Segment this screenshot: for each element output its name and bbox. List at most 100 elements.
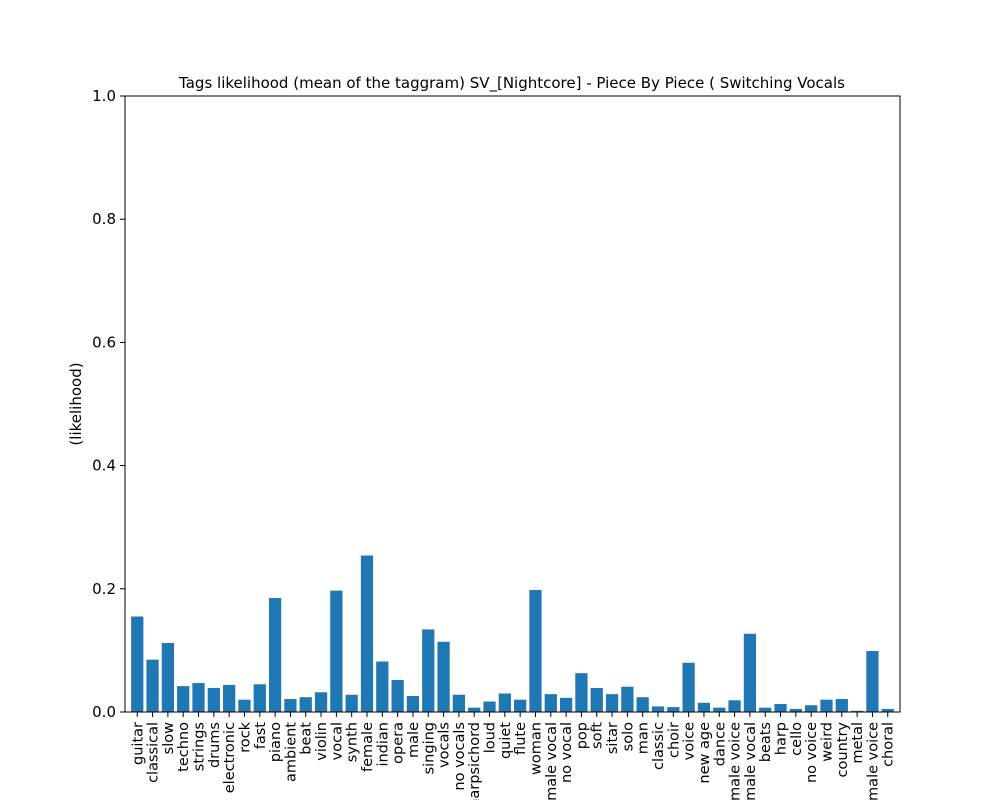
- x-tick-label: choir: [666, 722, 682, 758]
- bar: [207, 687, 220, 712]
- bar: [268, 598, 282, 712]
- y-axis: 0.0 0.2 0.4 0.6 0.8 1.0: [92, 87, 125, 721]
- y-tick-label: 0.6: [92, 333, 116, 351]
- bar: [131, 616, 144, 712]
- bar: [330, 590, 343, 712]
- bar: [850, 710, 864, 712]
- bar: [743, 633, 757, 712]
- x-tick-label: solo: [620, 722, 636, 751]
- x-tick-label: electronic: [222, 722, 238, 793]
- plot-frame: [124, 95, 901, 713]
- bar: [406, 695, 420, 712]
- bar: [452, 694, 466, 712]
- x-tick-label: flute: [513, 722, 529, 755]
- chart-title: Tags likelihood (mean of the taggram) SV…: [178, 74, 845, 93]
- x-tick-label: classical: [146, 722, 162, 783]
- bar: [483, 701, 496, 712]
- bar: [468, 707, 481, 712]
- x-tick-label: fast: [253, 722, 269, 750]
- y-tick-label: 0.0: [92, 703, 116, 721]
- bar: [253, 684, 266, 712]
- x-tick-label: metal: [850, 722, 866, 764]
- bar: [498, 693, 511, 712]
- y-tick-label: 0.8: [92, 210, 116, 228]
- bar: [835, 699, 848, 712]
- x-tick-label: male: [406, 722, 422, 758]
- x-tick-label: voice: [682, 722, 698, 760]
- x-tick-label: woman: [528, 722, 544, 775]
- bar: [314, 692, 328, 712]
- bar: [345, 694, 358, 712]
- bar: [621, 686, 634, 712]
- x-tick-label: female voice: [865, 722, 881, 800]
- bar: [682, 662, 695, 712]
- x-tick-label: loud: [483, 722, 499, 753]
- bar: [238, 699, 251, 712]
- x-tick-label: beats: [758, 722, 774, 762]
- bar: [391, 679, 404, 712]
- bar: [667, 707, 680, 712]
- bar: [514, 699, 527, 712]
- bar: [636, 697, 649, 712]
- x-tick-label: pop: [574, 722, 590, 749]
- bar: [437, 641, 450, 712]
- bar: [866, 651, 879, 712]
- x-tick-label: dance: [712, 722, 728, 766]
- x-tick-label: opera: [391, 722, 407, 764]
- bar: [774, 703, 787, 712]
- bar: [146, 659, 159, 712]
- y-tick-label: 1.0: [92, 87, 116, 105]
- y-tick-label: 0.2: [92, 580, 116, 598]
- bar: [881, 708, 894, 712]
- bar: [376, 661, 389, 712]
- x-tick-label: strings: [192, 722, 208, 771]
- bar: [559, 697, 573, 712]
- bar: [697, 702, 711, 712]
- x-tick-label: drums: [207, 722, 223, 768]
- x-tick-label: harpsichord: [467, 722, 483, 800]
- x-tick-label: techno: [176, 722, 192, 772]
- bar: [299, 697, 312, 712]
- x-tick-label: country: [835, 722, 851, 778]
- x-tick-label: new age: [697, 722, 713, 784]
- bar: [529, 590, 542, 712]
- x-tick-label: vocal: [329, 722, 345, 760]
- bar: [422, 629, 435, 712]
- bar: [713, 707, 726, 712]
- bar: [728, 700, 741, 712]
- bar: [360, 555, 374, 712]
- x-tick-label: man: [636, 722, 652, 754]
- x-tick-label: rock: [237, 721, 253, 752]
- bar: [590, 687, 603, 712]
- x-tick-label: sitar: [605, 722, 621, 754]
- x-tick-label: harp: [774, 722, 790, 755]
- bar: [759, 707, 772, 712]
- x-tick-label: cello: [789, 722, 805, 756]
- x-tick-label: beat: [299, 722, 315, 755]
- x-tick-label: soft: [590, 722, 606, 749]
- y-tick-label: 0.4: [92, 457, 116, 475]
- x-tick-label: no vocal: [559, 722, 575, 783]
- bar: [161, 643, 175, 712]
- x-tick-label: male voice: [728, 722, 744, 800]
- bar: [192, 683, 205, 712]
- bar: [177, 686, 190, 712]
- bar: [820, 699, 833, 712]
- x-tick-label: singing: [421, 722, 437, 774]
- x-tick-label: piano: [268, 722, 284, 762]
- bar: [605, 694, 619, 712]
- x-tick-label: violin: [314, 722, 330, 761]
- x-tick-label: synth: [345, 722, 361, 762]
- bar: [789, 708, 802, 712]
- bar: [805, 705, 818, 712]
- bars-group: [131, 555, 894, 712]
- x-tick-label: female vocal: [743, 722, 759, 800]
- x-tick-label: quiet: [498, 722, 514, 759]
- x-axis: guitar classical slow techno strings drums ele…: [130, 712, 897, 800]
- x-tick-label: indian: [375, 722, 391, 767]
- x-tick-label: weird: [819, 722, 835, 762]
- x-tick-label: no voice: [804, 722, 820, 783]
- x-tick-label: choral: [881, 722, 897, 767]
- bar: [284, 699, 297, 712]
- x-tick-label: slow: [161, 722, 177, 754]
